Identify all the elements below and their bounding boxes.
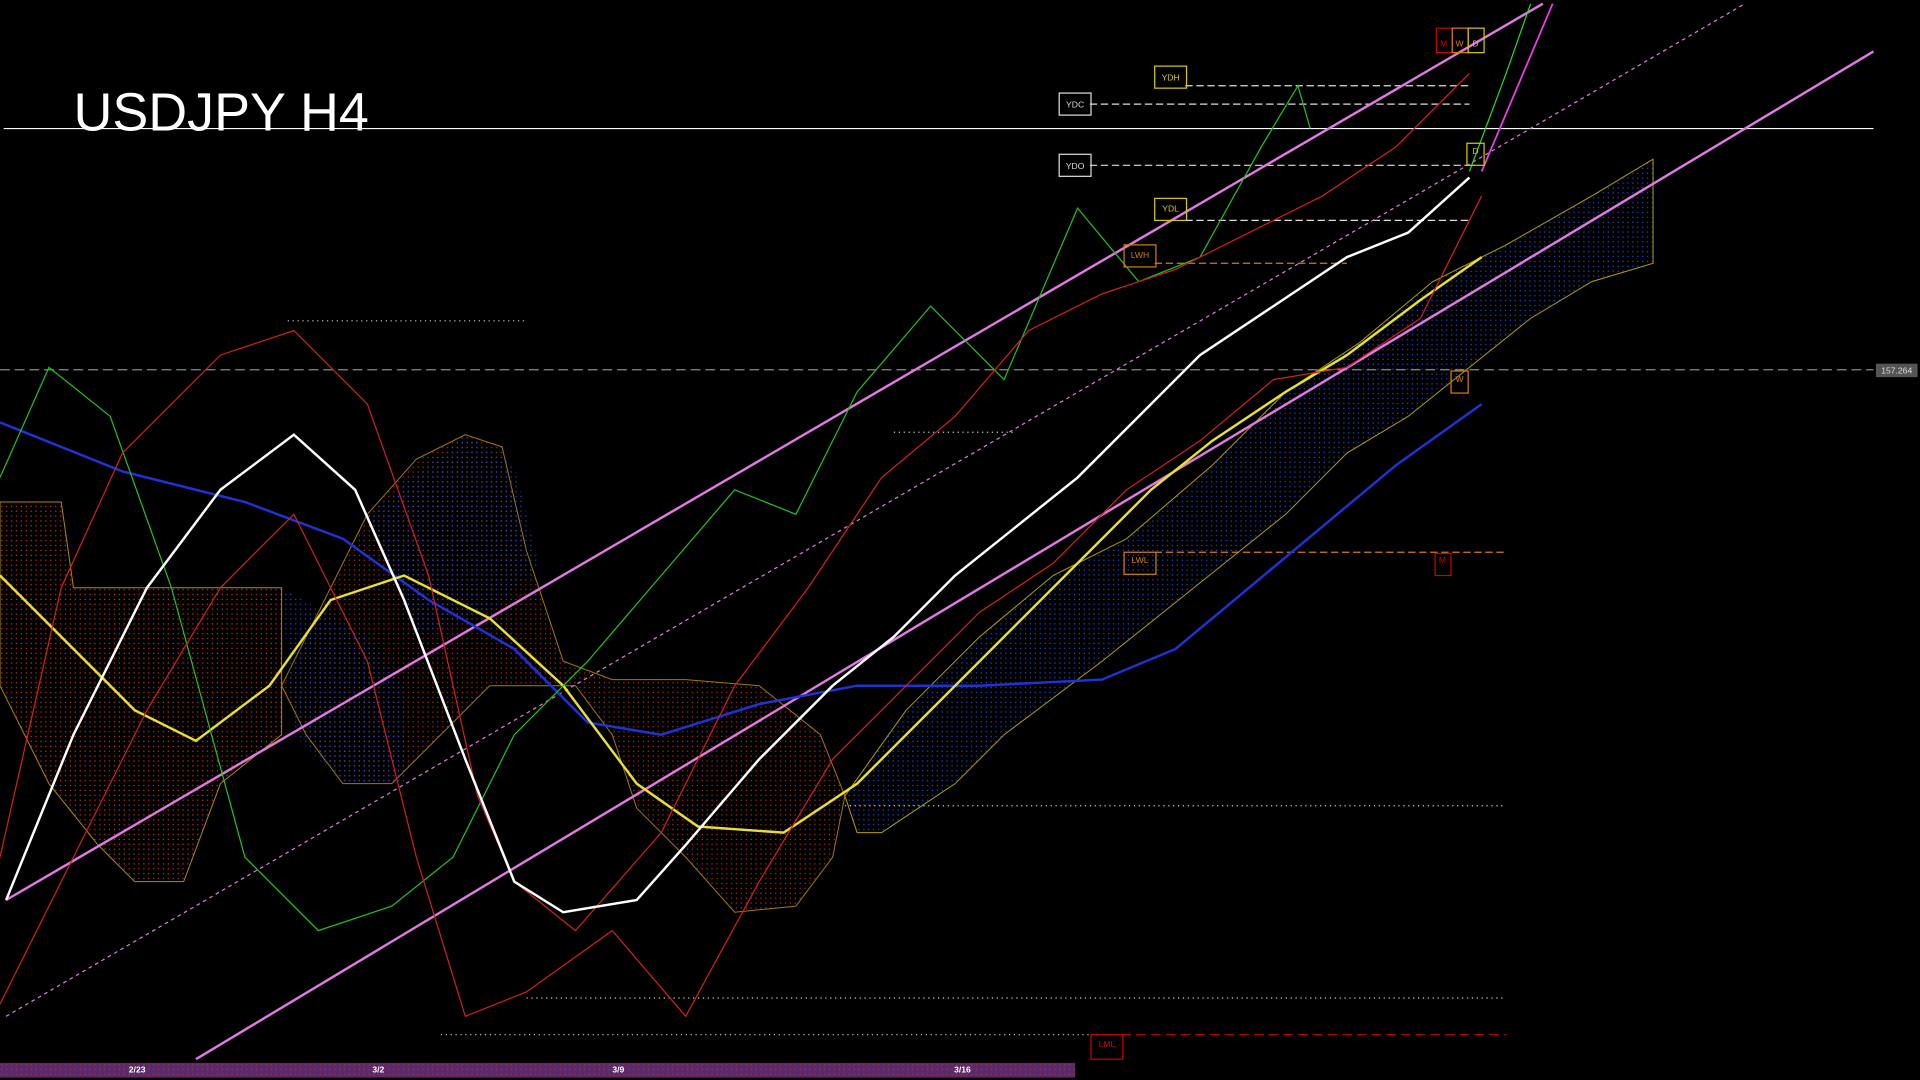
marker-day: D	[1472, 38, 1478, 48]
lagging-span	[1468, 3, 1532, 172]
box	[1154, 197, 1188, 222]
channel-mid	[5, 3, 1746, 1017]
marker-box	[1434, 552, 1452, 577]
level-box: YDC	[1058, 92, 1092, 116]
lwh-label: LWH	[1131, 250, 1149, 260]
marker-day: D	[1472, 146, 1478, 156]
marker-box	[1450, 370, 1469, 394]
cloud-bearish	[0, 501, 283, 883]
marker-box	[1467, 27, 1485, 54]
time-strip	[0, 1062, 1076, 1078]
envelope-upper	[0, 73, 1470, 932]
date-label: 2/23	[129, 1064, 146, 1074]
level-box: YDL	[1154, 197, 1188, 222]
level-box: YDO	[1058, 153, 1092, 177]
marker-box	[1466, 142, 1485, 166]
box	[1123, 244, 1157, 268]
date-label: 3/16	[954, 1064, 971, 1074]
marker-week: W	[1456, 374, 1465, 384]
box	[1058, 153, 1092, 177]
ydc-label: YDC	[1066, 100, 1084, 110]
box	[1058, 92, 1092, 116]
moving-average-white	[4, 176, 1471, 914]
box	[1154, 65, 1188, 89]
level-box: LML	[1090, 1034, 1124, 1060]
date-label: 3/9	[612, 1064, 624, 1074]
lagging-span	[0, 84, 1311, 932]
ydh-label: YDH	[1162, 73, 1180, 83]
price-tag	[1875, 363, 1918, 378]
trend-line	[1480, 3, 1554, 172]
chart-title: USDJPY H4	[73, 83, 368, 143]
date-label: 3/2	[372, 1064, 384, 1074]
lml-label: LML	[1099, 1039, 1116, 1049]
price-label: 157.264	[1881, 365, 1912, 375]
box	[1123, 551, 1157, 575]
channel-upper	[5, 2, 1544, 902]
moving-average-yellow	[0, 256, 1483, 834]
moving-average-blue	[0, 403, 1483, 736]
strip	[0, 1062, 1076, 1078]
marker-month: M	[1439, 555, 1446, 565]
level-box: LWL	[1123, 551, 1157, 575]
box	[1090, 1034, 1124, 1060]
marker-month: M	[1440, 38, 1447, 48]
envelope-lower	[0, 195, 1483, 1018]
lwl-label: LWL	[1132, 555, 1149, 565]
marker-week: W	[1456, 38, 1465, 48]
channel-lower	[195, 50, 1875, 1061]
cloud-bullish	[281, 587, 405, 784]
level-box: YDH	[1154, 65, 1188, 89]
level-box: LWH	[1123, 244, 1157, 268]
cloud-bullish	[844, 158, 1654, 834]
ydo-label: YDO	[1066, 161, 1085, 171]
ydl-label: YDL	[1162, 204, 1179, 214]
